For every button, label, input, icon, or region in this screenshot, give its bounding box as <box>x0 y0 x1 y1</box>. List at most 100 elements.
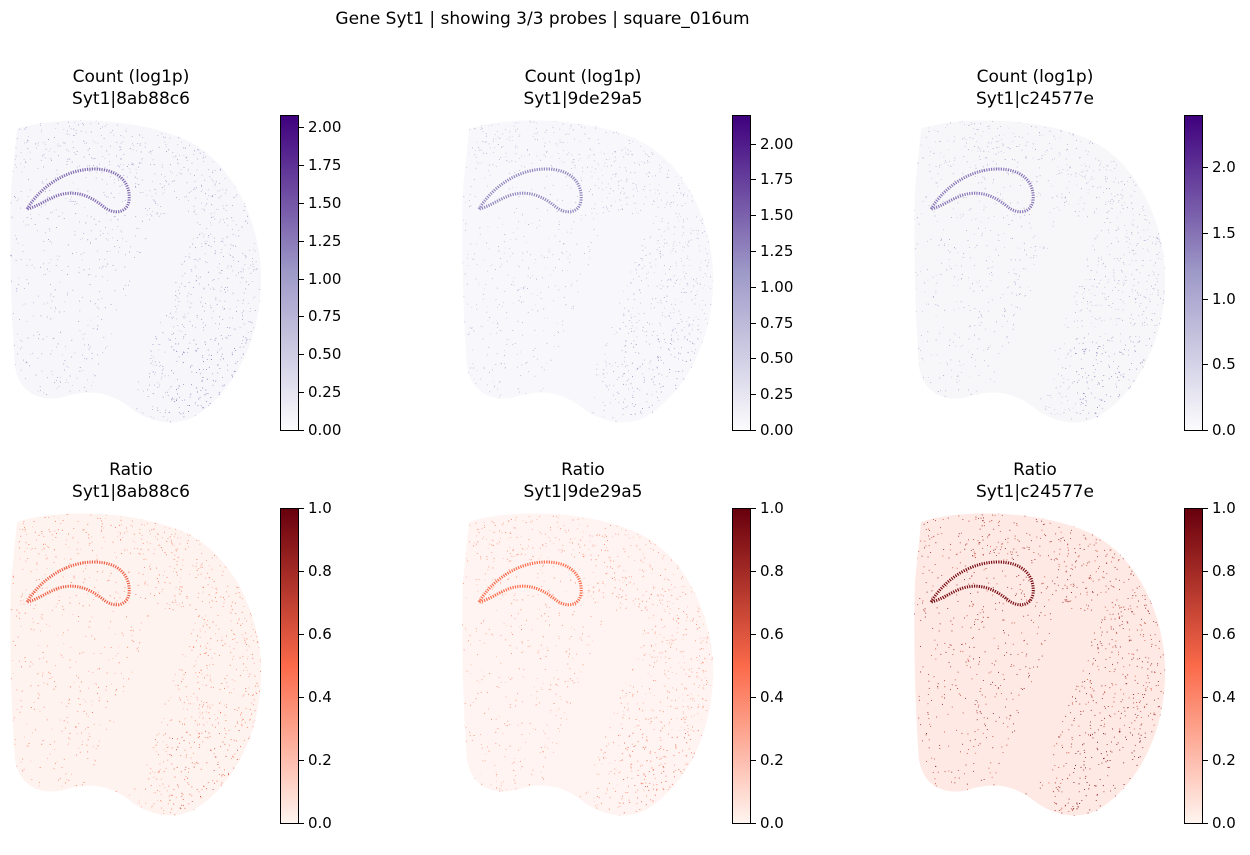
colorbar-tick-mark <box>751 179 756 180</box>
colorbar-tick-mark <box>751 287 756 288</box>
colorbar-tick-label: 2.00 <box>308 118 341 136</box>
colorbar-tick-mark <box>299 241 304 242</box>
colorbar-tick-mark <box>299 316 304 317</box>
spot-cloud <box>461 117 721 427</box>
colorbar-tick-mark <box>751 251 756 252</box>
colorbar <box>1184 115 1203 431</box>
colorbar-tick-mark <box>751 144 756 145</box>
colorbar-tick-mark <box>751 823 756 824</box>
colorbar-tick-mark <box>299 697 304 698</box>
colorbar-tick-label: 1.0 <box>1212 499 1236 517</box>
colorbar-tick-mark <box>299 165 304 166</box>
panel-title-line1: Count (log1p) <box>910 66 1160 88</box>
colorbar-tick-label: 0.8 <box>308 562 332 580</box>
figure-suptitle: Gene Syt1 | showing 3/3 probes | square_… <box>0 9 1085 29</box>
colorbar-tick-mark <box>1203 571 1208 572</box>
colorbar-tick-mark <box>751 571 756 572</box>
panel-title: Count (log1p)Syt1|c24577e <box>910 66 1160 110</box>
panel-title-line2: Syt1|9de29a5 <box>458 88 708 110</box>
colorbar-tick-label: 0.6 <box>760 625 784 643</box>
colorbar-tick-mark <box>299 823 304 824</box>
colorbar-tick-label: 0.50 <box>760 349 793 367</box>
colorbar-tick-label: 0.0 <box>308 814 332 832</box>
panel-title-line1: Ratio <box>6 459 256 481</box>
colorbar-tick-label: 0.8 <box>1212 562 1236 580</box>
colorbar-tick-label: 0.8 <box>760 562 784 580</box>
colorbar-tick-label: 0.4 <box>1212 688 1236 706</box>
spot-cloud <box>461 510 722 820</box>
colorbar-tick-label: 1.50 <box>760 206 793 224</box>
colorbar-tick-mark <box>299 127 304 128</box>
colorbar-tick-label: 0.0 <box>1212 421 1236 439</box>
colorbar <box>280 508 299 824</box>
colorbar-tick-mark <box>751 323 756 324</box>
colorbar-tick-mark <box>751 394 756 395</box>
colorbar-tick-label: 1.0 <box>760 499 784 517</box>
panel-title: Count (log1p)Syt1|8ab88c6 <box>6 66 256 110</box>
colorbar-tick-mark <box>299 430 304 431</box>
colorbar-tick-mark <box>1203 167 1208 168</box>
colorbar-tick-mark <box>1203 697 1208 698</box>
panel-title-line1: Count (log1p) <box>458 66 708 88</box>
colorbar-tick-label: 2.00 <box>760 135 793 153</box>
spot-cloud <box>913 117 1174 427</box>
spot-cloud <box>913 510 1174 820</box>
tissue-background <box>10 513 261 815</box>
colorbar-tick-mark <box>1203 233 1208 234</box>
colorbar-tick-mark <box>751 634 756 635</box>
spatial-scatter <box>460 510 722 820</box>
panel-title-line1: Ratio <box>458 459 708 481</box>
colorbar-tick-mark <box>1203 634 1208 635</box>
colorbar <box>732 115 751 431</box>
colorbar-tick-label: 0.4 <box>308 688 332 706</box>
colorbar-tick-mark <box>299 760 304 761</box>
colorbar-tick-label: 0.0 <box>760 814 784 832</box>
colorbar-tick-label: 0.25 <box>760 385 793 403</box>
colorbar-tick-label: 2.0 <box>1212 158 1236 176</box>
colorbar-tick-label: 0.2 <box>308 751 332 769</box>
colorbar <box>280 115 299 431</box>
colorbar-tick-label: 1.5 <box>1212 224 1236 242</box>
spot-cloud <box>9 117 270 427</box>
colorbar-tick-mark <box>1203 364 1208 365</box>
colorbar-tick-mark <box>751 430 756 431</box>
colorbar-tick-mark <box>1203 299 1208 300</box>
colorbar-tick-label: 1.0 <box>308 499 332 517</box>
colorbar-tick-label: 1.75 <box>760 170 793 188</box>
panel-title-line2: Syt1|8ab88c6 <box>6 481 256 503</box>
spatial-scatter <box>8 117 270 427</box>
colorbar-tick-label: 0.75 <box>308 307 341 325</box>
colorbar-tick-mark <box>751 358 756 359</box>
colorbar-tick-label: 1.50 <box>308 194 341 212</box>
colorbar-tick-label: 0.25 <box>308 383 341 401</box>
colorbar-tick-mark <box>751 760 756 761</box>
colorbar-tick-label: 0.5 <box>1212 355 1236 373</box>
colorbar-tick-mark <box>299 508 304 509</box>
colorbar-tick-mark <box>299 392 304 393</box>
colorbar-tick-mark <box>751 697 756 698</box>
colorbar-tick-label: 0.6 <box>1212 625 1236 643</box>
colorbar-tick-label: 1.25 <box>760 242 793 260</box>
colorbar-tick-label: 1.00 <box>760 278 793 296</box>
colorbar-tick-label: 1.00 <box>308 270 341 288</box>
tissue-background <box>462 120 713 422</box>
panel-title-line1: Count (log1p) <box>6 66 256 88</box>
tissue-background <box>10 120 261 422</box>
colorbar-tick-mark <box>299 354 304 355</box>
spatial-scatter <box>8 510 270 820</box>
colorbar-tick-label: 1.75 <box>308 156 341 174</box>
colorbar-tick-label: 0.4 <box>760 688 784 706</box>
colorbar-tick-label: 0.50 <box>308 345 341 363</box>
colorbar-tick-label: 0.2 <box>1212 751 1236 769</box>
panel-title-line1: Ratio <box>910 459 1160 481</box>
spatial-scatter <box>912 510 1174 820</box>
panel-title: Count (log1p)Syt1|9de29a5 <box>458 66 708 110</box>
